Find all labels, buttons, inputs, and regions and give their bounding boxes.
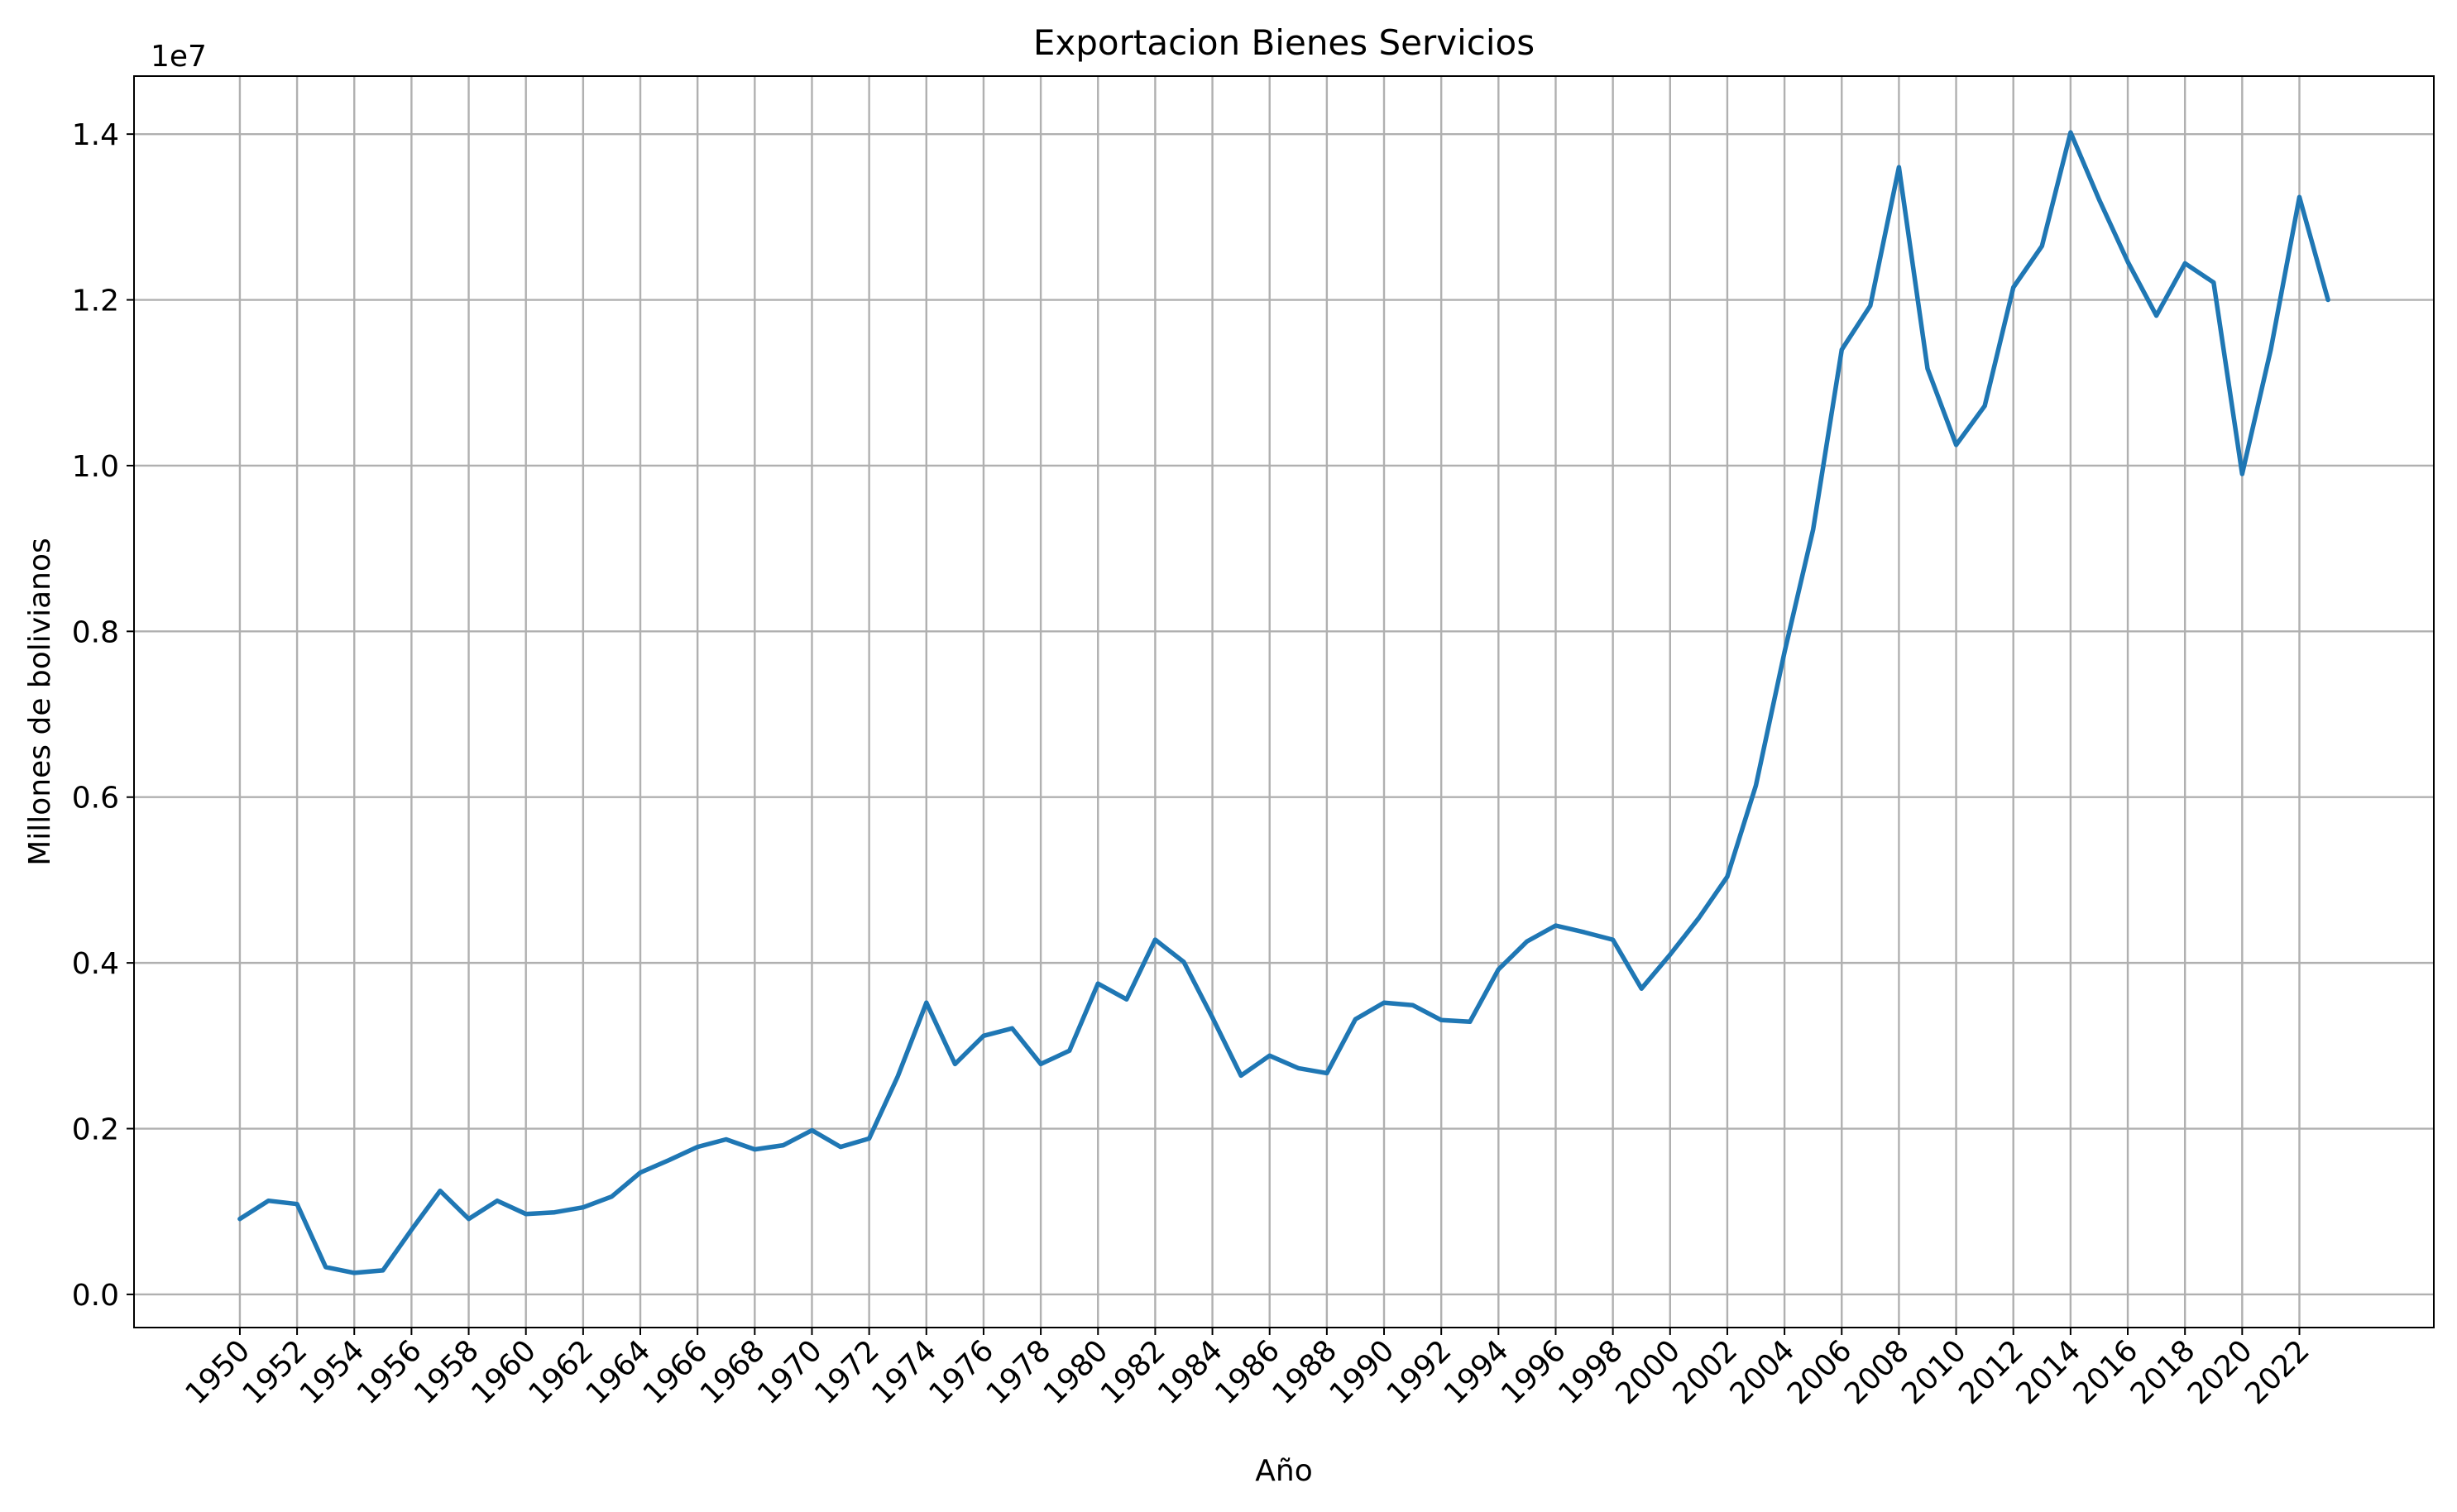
y-axis-offset-label: 1e7	[151, 40, 207, 74]
y-tick-label: 0.0	[72, 1279, 119, 1313]
y-tick-label: 1.4	[72, 118, 119, 152]
chart-title: Exportacion Bienes Servicios	[1033, 22, 1535, 63]
x-axis-label: Año	[1255, 1454, 1312, 1488]
y-tick-label: 0.6	[72, 782, 119, 816]
y-tick-label: 0.2	[72, 1113, 119, 1147]
y-axis-label: Millones de bolivianos	[23, 538, 57, 866]
grid	[134, 76, 2434, 1328]
series-layer	[237, 130, 2330, 1275]
plot-area-frame	[133, 75, 2435, 1328]
y-tick-label: 0.4	[72, 947, 119, 981]
y-tick-label: 1.0	[72, 450, 119, 484]
series-line	[237, 130, 2330, 1275]
y-tick-label: 0.8	[72, 615, 119, 649]
y-tick-label: 1.2	[72, 285, 119, 318]
